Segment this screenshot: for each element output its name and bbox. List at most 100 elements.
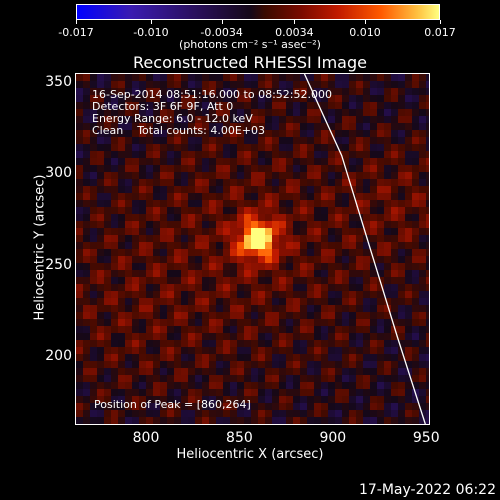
heatmap-cell xyxy=(391,389,398,396)
heatmap-cell xyxy=(188,179,195,186)
heatmap-cell xyxy=(139,95,146,102)
heatmap-cell xyxy=(167,396,174,403)
heatmap-cell xyxy=(104,298,111,305)
heatmap-cell xyxy=(405,256,412,263)
heatmap-cell xyxy=(125,417,132,424)
heatmap-cell xyxy=(237,326,244,333)
heatmap-cell xyxy=(279,354,286,361)
heatmap-cell xyxy=(258,151,265,158)
heatmap-cell xyxy=(237,403,244,410)
heatmap-cell xyxy=(153,312,160,319)
heatmap-cell xyxy=(125,340,132,347)
heatmap-cell xyxy=(223,340,230,347)
heatmap-cell xyxy=(265,179,272,186)
heatmap-cell xyxy=(76,410,83,417)
heatmap-cell xyxy=(90,382,97,389)
heatmap-cell xyxy=(174,326,181,333)
heatmap-cell xyxy=(349,200,356,207)
heatmap-cell xyxy=(132,417,139,424)
heatmap-cell xyxy=(258,333,265,340)
heatmap-cell xyxy=(76,270,83,277)
heatmap-cell xyxy=(265,305,272,312)
heatmap-cell xyxy=(412,172,419,179)
heatmap-cell xyxy=(321,410,328,417)
heatmap-cell xyxy=(111,144,118,151)
heatmap-cell xyxy=(139,312,146,319)
heatmap-cell xyxy=(237,291,244,298)
heatmap-cell xyxy=(307,298,314,305)
heatmap-cell xyxy=(286,186,293,193)
heatmap-cell xyxy=(216,249,223,256)
heatmap-cell xyxy=(412,333,419,340)
heatmap-cell xyxy=(244,326,251,333)
heatmap-cell xyxy=(132,179,139,186)
heatmap-cell xyxy=(328,284,335,291)
heatmap-cell xyxy=(209,158,216,165)
heatmap-cell xyxy=(251,354,258,361)
heatmap-cell xyxy=(104,368,111,375)
heatmap-cell xyxy=(391,74,398,81)
heatmap-cell xyxy=(300,361,307,368)
heatmap-cell xyxy=(90,403,97,410)
heatmap-cell xyxy=(97,242,104,249)
heatmap-cell xyxy=(83,375,90,382)
heatmap-cell xyxy=(195,403,202,410)
heatmap-cell xyxy=(153,200,160,207)
heatmap-cell xyxy=(272,186,279,193)
heatmap-cell xyxy=(272,221,279,228)
heatmap-cell xyxy=(167,179,174,186)
heatmap-cell xyxy=(209,242,216,249)
heatmap-cell xyxy=(111,361,118,368)
heatmap-cell xyxy=(300,389,307,396)
heatmap-cell xyxy=(335,333,342,340)
heatmap-cell xyxy=(230,242,237,249)
heatmap-cell xyxy=(349,249,356,256)
heatmap-cell xyxy=(195,88,202,95)
heatmap-cell xyxy=(209,116,216,123)
heatmap-cell xyxy=(321,396,328,403)
heatmap-cell xyxy=(272,207,279,214)
heatmap-cell xyxy=(97,74,104,81)
heatmap-cell xyxy=(363,319,370,326)
heatmap-cell xyxy=(363,109,370,116)
heatmap-cell xyxy=(405,200,412,207)
heatmap-cell xyxy=(314,298,321,305)
heatmap-cell xyxy=(237,130,244,137)
heatmap-cell xyxy=(146,109,153,116)
y-tick-label: 350 xyxy=(45,74,72,91)
heatmap-cell xyxy=(181,81,188,88)
heatmap-cell xyxy=(335,137,342,144)
heatmap-cell xyxy=(146,186,153,193)
heatmap-cell xyxy=(195,298,202,305)
heatmap-cell xyxy=(328,305,335,312)
heatmap-cell xyxy=(370,368,377,375)
heatmap-cell xyxy=(251,102,258,109)
heatmap-cell xyxy=(111,403,118,410)
heatmap-cell xyxy=(153,235,160,242)
heatmap-cell xyxy=(216,137,223,144)
y-axis-label: Heliocentric Y (arcsec) xyxy=(32,174,48,321)
heatmap-cell xyxy=(419,256,426,263)
heatmap-cell xyxy=(377,361,384,368)
heatmap-cell xyxy=(279,312,286,319)
heatmap-cell xyxy=(314,137,321,144)
heatmap-cell xyxy=(139,354,146,361)
heatmap-cell xyxy=(328,186,335,193)
heatmap-cell xyxy=(118,116,125,123)
heatmap-cell xyxy=(244,172,251,179)
heatmap-cell xyxy=(391,130,398,137)
heatmap-cell xyxy=(188,410,195,417)
heatmap-cell xyxy=(104,130,111,137)
heatmap-cell xyxy=(405,116,412,123)
heatmap-cell xyxy=(139,151,146,158)
heatmap-cell xyxy=(146,88,153,95)
heatmap-cell xyxy=(279,375,286,382)
heatmap-cell xyxy=(307,319,314,326)
heatmap-cell xyxy=(356,214,363,221)
heatmap-cell xyxy=(104,74,111,81)
heatmap-cell xyxy=(293,165,300,172)
heatmap-cell xyxy=(398,102,405,109)
heatmap-cell xyxy=(223,165,230,172)
heatmap-cell xyxy=(279,228,286,235)
heatmap-cell xyxy=(314,186,321,193)
